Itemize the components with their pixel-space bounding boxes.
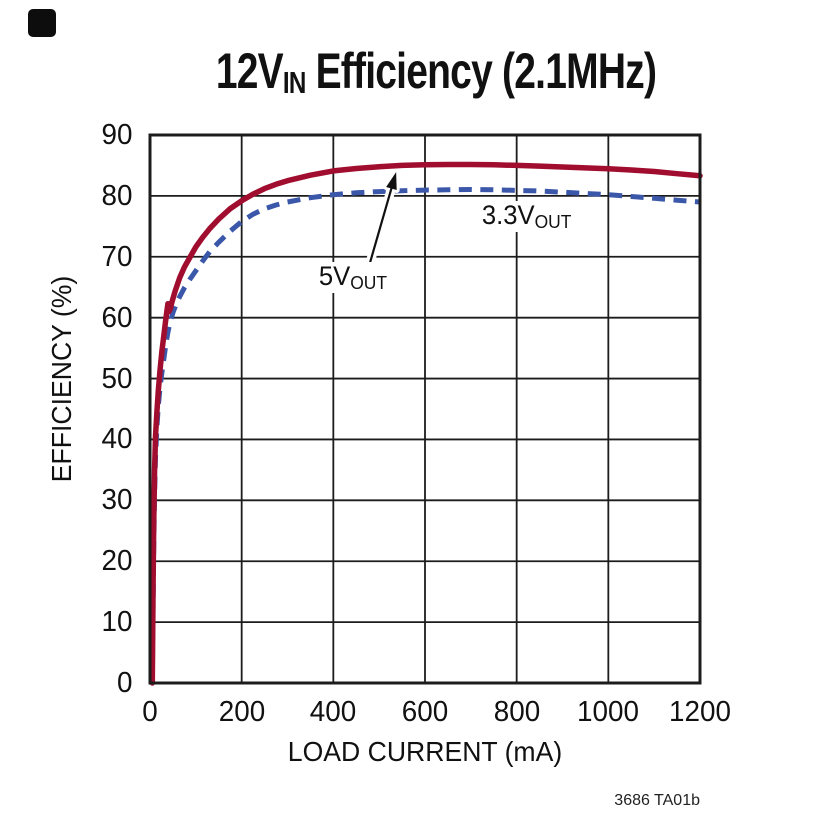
chart-title: 12VIN Efficiency (2.1MHz): [202, 46, 670, 98]
series-label-33vout-main: 3.3V: [481, 200, 535, 230]
series-label-33vout: 3.3VOUT: [479, 200, 575, 233]
series-label-33vout-sub: OUT: [534, 211, 572, 233]
y-tick-label: 0: [117, 667, 133, 699]
y-axis-title: EFFICIENCY (%): [46, 275, 77, 483]
y-tick-label: 80: [101, 179, 133, 212]
x-tick-label: 1200: [669, 696, 731, 728]
curve-33vout: [149, 187, 701, 684]
x-axis-title: LOAD CURRENT (mA): [287, 736, 563, 767]
x-tick-label: 200: [218, 696, 265, 728]
x-tick-label: 600: [401, 696, 449, 728]
arrow-shaft: [368, 186, 394, 267]
title-suffix: Efficiency (2.1MHz): [305, 43, 657, 99]
x-tick-label: 0: [142, 696, 158, 728]
arrowhead-icon: [386, 172, 397, 191]
y-tick-label: 40: [101, 423, 133, 456]
x-tick-label: 1000: [577, 696, 640, 728]
title-subscript: IN: [282, 64, 306, 100]
corner-marker: [28, 9, 56, 37]
y-tick-label: 30: [101, 484, 133, 517]
y-tick-label: 90: [101, 119, 133, 151]
figure-number: 3686 TA01b: [614, 792, 700, 809]
curve-5vout: [149, 161, 703, 686]
series-label-5vout: 5VOUT: [316, 261, 390, 294]
y-tick-label: 10: [101, 606, 133, 639]
y-tick-label: 20: [101, 545, 133, 578]
y-tick-label: 60: [101, 301, 133, 334]
series-label-5vout-sub: OUT: [350, 272, 388, 294]
y-tick-label: 50: [101, 362, 133, 395]
x-tick-label: 800: [493, 696, 540, 728]
title-prefix: 12V: [215, 43, 284, 99]
y-tick-label: 70: [101, 240, 133, 273]
series-label-5vout-main: 5V: [318, 261, 351, 291]
plot-border: [148, 133, 702, 685]
x-tick-label: 400: [310, 696, 357, 728]
